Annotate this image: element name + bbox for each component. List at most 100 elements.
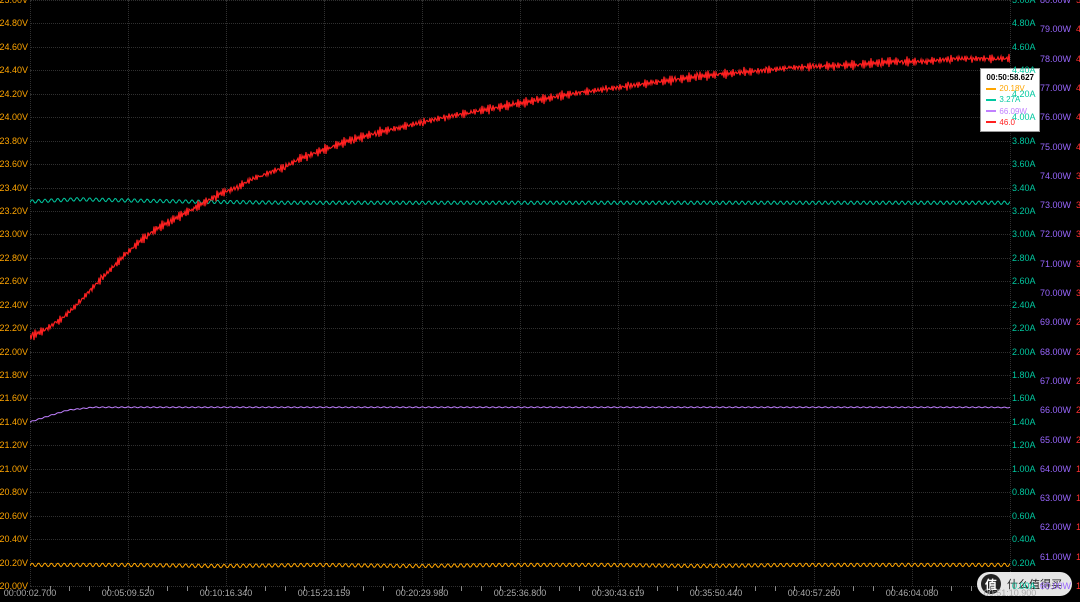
- voltage-axis-label: 24.20V: [0, 90, 28, 99]
- power-axis-label: 61.00W: [1040, 553, 1071, 562]
- voltage-axis-label: 22.40V: [0, 301, 28, 310]
- temp-axis-label: 34.0°C: [1076, 230, 1080, 239]
- current-axis-label: 1.00A: [1012, 465, 1036, 474]
- power-axis-label: 78.00W: [1040, 55, 1071, 64]
- current-axis-label: 2.80A: [1012, 254, 1036, 263]
- plot-area[interactable]: [30, 0, 1010, 586]
- current-axis-label: 1.80A: [1012, 371, 1036, 380]
- voltage-axis-label: 21.40V: [0, 418, 28, 427]
- temp-axis-label: 26.0°C: [1076, 348, 1080, 357]
- temp-axis-label: 10.0°C: [1076, 582, 1080, 591]
- voltage-axis-label: 22.60V: [0, 277, 28, 286]
- current-axis-label: 4.60A: [1012, 43, 1036, 52]
- temp-axis-label: 16.0°C: [1076, 494, 1080, 503]
- temp-axis-label: 38.0°C: [1076, 172, 1080, 181]
- temp-axis-label: 14.0°C: [1076, 523, 1080, 532]
- series-power: [30, 407, 1010, 422]
- current-axis-label: 1.40A: [1012, 418, 1036, 427]
- oscilloscope-chart[interactable]: 00:50:58.627 20.18V3.27A66.09W46.0 值 什么值…: [0, 0, 1080, 602]
- current-axis-label: 0.20A: [1012, 559, 1036, 568]
- temp-axis-label: 36.0°C: [1076, 201, 1080, 210]
- power-axis-label: 79.00W: [1040, 25, 1071, 34]
- power-axis-label: 68.00W: [1040, 348, 1071, 357]
- series-current: [30, 198, 1010, 205]
- series-voltage: [30, 563, 1010, 568]
- current-axis-label: 3.80A: [1012, 137, 1036, 146]
- power-axis-label: 70.00W: [1040, 289, 1071, 298]
- voltage-axis-label: 22.20V: [0, 324, 28, 333]
- temp-axis-label: 24.0°C: [1076, 377, 1080, 386]
- power-axis-label: 63.00W: [1040, 494, 1071, 503]
- temp-axis-label: 46.0°C: [1076, 55, 1080, 64]
- voltage-axis-label: 22.80V: [0, 254, 28, 263]
- temp-axis-label: 20.0°C: [1076, 436, 1080, 445]
- voltage-axis-label: 25.00V: [0, 0, 28, 5]
- x-axis-label: 00:20:29.980: [396, 588, 449, 598]
- voltage-axis-label: 22.00V: [0, 348, 28, 357]
- temp-axis-label: 48.0°C: [1076, 25, 1080, 34]
- x-axis-label: 00:00:02.700: [4, 588, 57, 598]
- current-axis-label: 0.40A: [1012, 535, 1036, 544]
- current-axis-label: 3.20A: [1012, 207, 1036, 216]
- voltage-axis-label: 24.00V: [0, 113, 28, 122]
- voltage-axis-label: 21.60V: [0, 394, 28, 403]
- power-axis-label: 72.00W: [1040, 230, 1071, 239]
- temp-axis-label: 42.0°C: [1076, 113, 1080, 122]
- power-axis-label: 77.00W: [1040, 84, 1071, 93]
- temp-axis-label: 12.0°C: [1076, 553, 1080, 562]
- power-axis-label: 73.00W: [1040, 201, 1071, 210]
- voltage-axis-label: 23.40V: [0, 184, 28, 193]
- power-axis-label: 75.00W: [1040, 143, 1071, 152]
- x-axis-label: 00:25:36.800: [494, 588, 547, 598]
- current-axis-label: 0.80A: [1012, 488, 1036, 497]
- current-axis-label: 1.20A: [1012, 441, 1036, 450]
- x-axis-label: 00:10:16.340: [200, 588, 253, 598]
- voltage-axis-label: 24.60V: [0, 43, 28, 52]
- temp-axis-label: 18.0°C: [1076, 465, 1080, 474]
- voltage-axis-label: 21.20V: [0, 441, 28, 450]
- voltage-axis-label: 23.20V: [0, 207, 28, 216]
- temp-axis-label: 30.0°C: [1076, 289, 1080, 298]
- power-axis-label: 60.00W: [1040, 582, 1071, 591]
- voltage-axis-label: 20.40V: [0, 535, 28, 544]
- temp-axis-label: 22.0°C: [1076, 406, 1080, 415]
- cursor-readout: 00:50:58.627 20.18V3.27A66.09W46.0: [980, 68, 1040, 132]
- power-axis-label: 69.00W: [1040, 318, 1071, 327]
- series-temp: [30, 54, 1010, 340]
- current-axis-label: 2.20A: [1012, 324, 1036, 333]
- temp-axis-label: 40.0°C: [1076, 143, 1080, 152]
- voltage-axis-label: 21.00V: [0, 465, 28, 474]
- series-svg: [30, 0, 1010, 586]
- temp-axis-label: 50.0°C: [1076, 0, 1080, 5]
- voltage-axis-label: 20.20V: [0, 559, 28, 568]
- voltage-axis-label: 21.80V: [0, 371, 28, 380]
- power-axis-label: 71.00W: [1040, 260, 1071, 269]
- current-axis-label: 4.00A: [1012, 113, 1036, 122]
- current-axis-label: 3.60A: [1012, 160, 1036, 169]
- power-axis-label: 80.00W: [1040, 0, 1071, 5]
- temp-axis-label: 28.0°C: [1076, 318, 1080, 327]
- current-axis-label: 3.00A: [1012, 230, 1036, 239]
- x-axis-label: 00:05:09.520: [102, 588, 155, 598]
- voltage-axis-label: 24.80V: [0, 19, 28, 28]
- voltage-axis-label: 24.40V: [0, 66, 28, 75]
- current-axis-label: 0.60A: [1012, 512, 1036, 521]
- voltage-axis-label: 20.60V: [0, 512, 28, 521]
- power-axis-label: 65.00W: [1040, 436, 1071, 445]
- current-axis-label: 4.20A: [1012, 90, 1036, 99]
- current-axis-label: 2.60A: [1012, 277, 1036, 286]
- current-axis-label: 4.40A: [1012, 66, 1036, 75]
- x-axis-label: 00:30:43.619: [592, 588, 645, 598]
- power-axis-label: 74.00W: [1040, 172, 1071, 181]
- x-axis-label: 00:51:10.900: [984, 588, 1037, 598]
- voltage-axis-label: 23.80V: [0, 137, 28, 146]
- x-axis-label: 00:40:57.260: [788, 588, 841, 598]
- temp-axis-label: 44.0°C: [1076, 84, 1080, 93]
- voltage-axis-label: 23.00V: [0, 230, 28, 239]
- current-axis-label: 5.00A: [1012, 0, 1036, 5]
- current-axis-label: 2.40A: [1012, 301, 1036, 310]
- current-axis-label: 3.40A: [1012, 184, 1036, 193]
- power-axis-label: 64.00W: [1040, 465, 1071, 474]
- power-axis-label: 66.00W: [1040, 406, 1071, 415]
- current-axis-label: 2.00A: [1012, 348, 1036, 357]
